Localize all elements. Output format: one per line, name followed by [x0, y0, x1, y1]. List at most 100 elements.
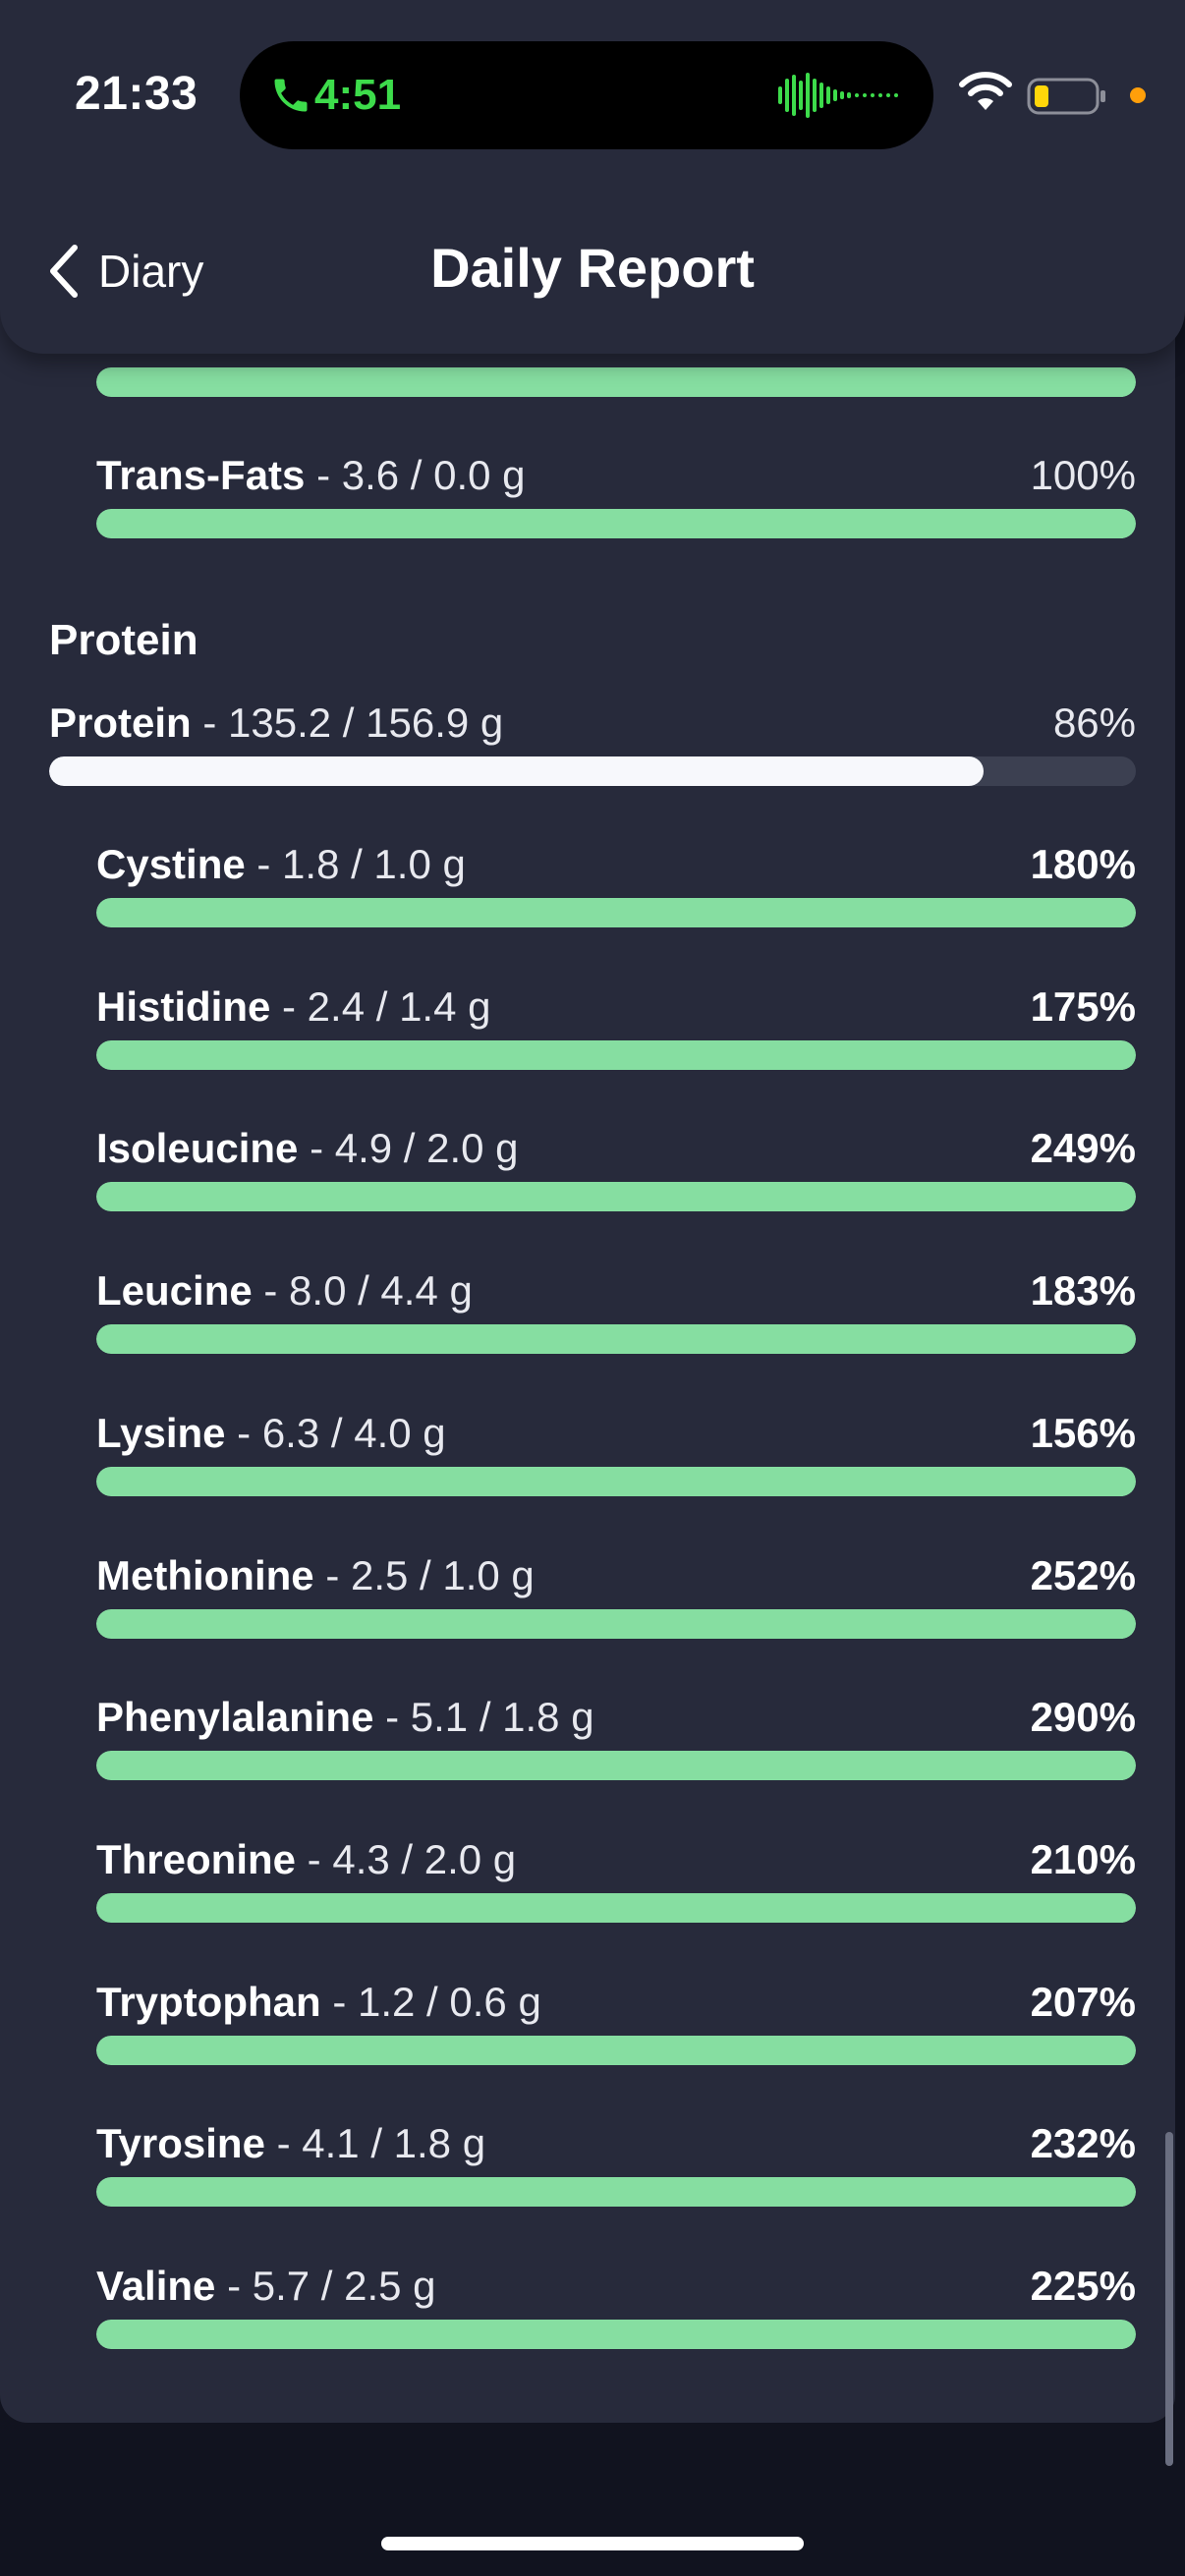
audio-waveform-icon: [778, 73, 898, 118]
dynamic-island[interactable]: 4:51: [240, 41, 933, 149]
nutrient-name: Methionine: [96, 1552, 314, 1598]
nutrient-label: Valine - 5.7 / 2.5 g: [96, 2261, 436, 2312]
nutrient-name: Threonine: [96, 1836, 297, 1882]
nutrient-percent: 232%: [1030, 2120, 1136, 2166]
nutrient-progress-fill: [96, 1324, 1136, 1354]
scroll-indicator[interactable]: [1165, 2132, 1173, 2466]
nutrient-percent: 183%: [1030, 1267, 1136, 1314]
amino-acid-row: Isoleucine - 4.9 / 2.0 g 249%: [96, 1123, 1136, 1211]
nutrient-label: Protein - 135.2 / 156.9 g: [49, 698, 503, 749]
nutrient-amount: - 4.3 / 2.0 g: [296, 1836, 517, 1882]
nutrient-name: Phenylalanine: [96, 1694, 374, 1740]
nutrient-name: Protein: [49, 700, 192, 746]
phone-icon: [274, 79, 308, 112]
nutrient-progress-track: [96, 898, 1136, 927]
nutrient-amount: - 5.7 / 2.5 g: [215, 2263, 436, 2309]
nutrient-progress-fill: [49, 756, 985, 786]
nutrient-progress-fill: [96, 1040, 1136, 1070]
nutrient-name: Isoleucine: [96, 1125, 299, 1171]
nutrient-amount: - 2.5 / 1.0 g: [313, 1552, 535, 1598]
nutrient-progress-fill: [96, 2036, 1136, 2065]
nutrient-row-protein: Protein - 135.2 / 156.9 g 86%: [49, 698, 1136, 786]
call-timer: 4:51: [314, 71, 402, 119]
nutrient-amount: - 4.9 / 2.0 g: [298, 1125, 519, 1171]
nutrient-amount: - 135.2 / 156.9 g: [191, 700, 504, 746]
nutrient-percent: 225%: [1030, 2263, 1136, 2309]
nutrient-amount: - 1.8 / 1.0 g: [245, 841, 466, 887]
amino-acid-row: Leucine - 8.0 / 4.4 g 183%: [96, 1265, 1136, 1354]
nutrient-label: Isoleucine - 4.9 / 2.0 g: [96, 1123, 519, 1174]
nutrient-name: Tyrosine: [96, 2120, 265, 2166]
nutrient-label: Threonine - 4.3 / 2.0 g: [96, 1834, 516, 1885]
amino-acid-row: Threonine - 4.3 / 2.0 g 210%: [96, 1834, 1136, 1923]
nutrient-label: Trans-Fats - 3.6 / 0.0 g: [96, 450, 526, 501]
nutrient-amount: - 8.0 / 4.4 g: [252, 1267, 473, 1314]
nutrient-percent: 290%: [1030, 1694, 1136, 1740]
amino-acid-row: Methionine - 2.5 / 1.0 g 252%: [96, 1550, 1136, 1639]
nutrient-label: Lysine - 6.3 / 4.0 g: [96, 1408, 446, 1459]
amino-acid-row: Cystine - 1.8 / 1.0 g 180%: [96, 839, 1136, 927]
status-bar: 21:33 4:51: [0, 0, 1185, 196]
chevron-left-icon: [50, 245, 78, 298]
nutrient-amount: - 5.1 / 1.8 g: [373, 1694, 594, 1740]
nutrient-name: Valine: [96, 2263, 216, 2309]
amino-acid-row: Valine - 5.7 / 2.5 g 225%: [96, 2261, 1136, 2349]
nutrient-label: Phenylalanine - 5.1 / 1.8 g: [96, 1692, 594, 1743]
nutrient-progress-track: [96, 1040, 1136, 1070]
nutrient-progress-track: [96, 509, 1136, 538]
nutrient-progress-track: [96, 1893, 1136, 1923]
nutrient-progress-track: [96, 2036, 1136, 2065]
nutrient-progress-fill: [96, 1609, 1136, 1639]
nutrient-percent: 210%: [1030, 1836, 1136, 1882]
nutrient-progress-track: [96, 1324, 1136, 1354]
nutrient-progress-fill: [96, 1182, 1136, 1211]
nutrient-row-trans-fats: Trans-Fats - 3.6 / 0.0 g 100%: [96, 450, 1136, 538]
nutrient-progress-track: [96, 2177, 1136, 2207]
nutrient-label: Tyrosine - 4.1 / 1.8 g: [96, 2118, 485, 2169]
nutrient-amount: - 2.4 / 1.4 g: [270, 983, 491, 1030]
nutrient-progress-track: [49, 756, 1136, 786]
amino-acid-row: Phenylalanine - 5.1 / 1.8 g 290%: [96, 1692, 1136, 1780]
nutrient-label: Tryptophan - 1.2 / 0.6 g: [96, 1977, 541, 2028]
amino-acid-row: Tryptophan - 1.2 / 0.6 g 207%: [96, 1977, 1136, 2065]
nutrient-label: Methionine - 2.5 / 1.0 g: [96, 1550, 535, 1601]
nutrient-percent: 252%: [1030, 1552, 1136, 1598]
nutrient-progress-fill: [96, 898, 1136, 927]
nutrient-progress-track: [96, 1182, 1136, 1211]
navigation-bar: 21:33 4:51: [0, 0, 1185, 354]
nutrient-amount: - 3.6 / 0.0 g: [305, 452, 526, 498]
section-title-protein: Protein: [49, 616, 198, 664]
nutrient-label: Cystine - 1.8 / 1.0 g: [96, 839, 466, 890]
previous-nutrient-bar-fill: [96, 367, 1136, 397]
wifi-icon: [959, 72, 1012, 110]
nutrient-amount: - 4.1 / 1.8 g: [264, 2120, 486, 2166]
nutrient-name: Lysine: [96, 1410, 226, 1456]
nutrient-progress-track: [96, 1751, 1136, 1780]
status-time: 21:33: [75, 68, 198, 120]
nutrient-name: Cystine: [96, 841, 246, 887]
nutrient-progress-track: [96, 2320, 1136, 2349]
nutrient-progress-fill: [96, 2320, 1136, 2349]
home-indicator[interactable]: [381, 2537, 804, 2550]
nutrient-progress-track: [96, 1467, 1136, 1496]
back-button[interactable]: Diary: [47, 232, 203, 310]
amino-acid-row: Tyrosine - 4.1 / 1.8 g 232%: [96, 2118, 1136, 2207]
amino-acid-row: Lysine - 6.3 / 4.0 g 156%: [96, 1408, 1136, 1496]
back-button-label: Diary: [98, 246, 204, 297]
amino-acid-row: Histidine - 2.4 / 1.4 g 175%: [96, 981, 1136, 1070]
battery-icon: [1027, 78, 1105, 115]
nutrient-percent: 175%: [1030, 983, 1136, 1030]
nutrient-percent: 180%: [1030, 841, 1136, 887]
nutrient-progress-fill: [96, 1893, 1136, 1923]
nutrient-progress-fill: [96, 1751, 1136, 1780]
nutrient-percent: 156%: [1030, 1410, 1136, 1456]
nutrient-amount: - 6.3 / 4.0 g: [225, 1410, 446, 1456]
nutrient-percent: 100%: [1030, 452, 1136, 498]
previous-nutrient-bar: [96, 367, 1136, 397]
nutrient-label: Histidine - 2.4 / 1.4 g: [96, 981, 491, 1033]
nutrient-name: Histidine: [96, 983, 271, 1030]
nutrient-progress-track: [96, 1609, 1136, 1639]
nutrient-name: Trans-Fats: [96, 452, 306, 498]
nutrient-progress-fill: [96, 2177, 1136, 2207]
